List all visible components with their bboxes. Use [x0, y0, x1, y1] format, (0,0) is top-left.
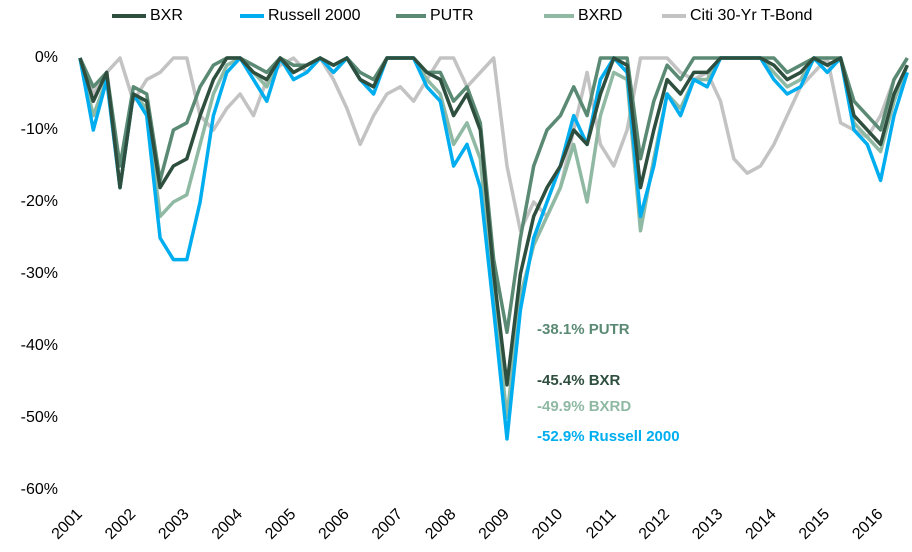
legend-label: BXR [150, 7, 183, 24]
x-tick-label: 2016 [849, 506, 886, 543]
x-tick-label: 2014 [743, 506, 780, 543]
x-tick-label: 2012 [636, 506, 673, 543]
x-tick-label: 2015 [796, 506, 833, 543]
legend-label: BXRD [578, 7, 622, 24]
x-tick-label: 2009 [476, 506, 513, 543]
y-tick-label: -20% [21, 193, 58, 210]
x-tick-label: 2007 [369, 506, 406, 543]
series-line [78, 56, 909, 233]
y-tick-label: -50% [21, 409, 58, 426]
annotation: -52.9% Russell 2000 [537, 428, 680, 445]
x-tick-label: 2010 [529, 506, 566, 543]
y-tick-label: 0% [35, 49, 58, 66]
annotation: -49.9% BXRD [537, 398, 631, 415]
series-line [78, 56, 909, 441]
x-tick-label: 2001 [49, 506, 86, 543]
x-tick-label: 2003 [155, 506, 192, 543]
x-tick-label: 2013 [689, 506, 726, 543]
x-tick-label: 2002 [102, 506, 139, 543]
legend-label: PUTR [430, 7, 474, 24]
y-tick-label: -30% [21, 265, 58, 282]
y-tick-label: -40% [21, 337, 58, 354]
x-tick-label: 2004 [209, 506, 246, 543]
annotation: -38.1% PUTR [537, 321, 630, 338]
x-tick-label: 2006 [316, 506, 353, 543]
legend-label: Russell 2000 [268, 7, 361, 24]
series-line [78, 56, 909, 387]
y-tick-label: -10% [21, 121, 58, 138]
x-tick-label: 2011 [583, 506, 619, 542]
y-tick-label: -60% [21, 481, 58, 498]
x-tick-label: 2008 [422, 506, 459, 543]
annotation: -45.4% BXR [537, 372, 621, 389]
x-tick-label: 2005 [262, 506, 299, 543]
legend-label: Citi 30-Yr T-Bond [690, 7, 812, 24]
series-line [78, 56, 909, 420]
